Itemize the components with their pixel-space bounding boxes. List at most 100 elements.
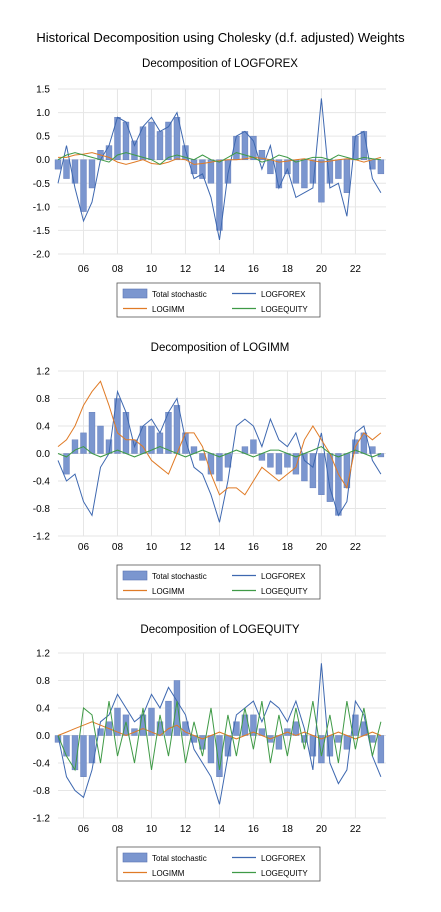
x-tick-label: 16 (248, 542, 260, 553)
panel-title: Decomposition of LOGFOREX (142, 58, 298, 70)
y-tick-label: 1.0 (36, 108, 50, 119)
x-tick-label: 14 (214, 542, 226, 553)
x-tick-label: 08 (112, 264, 124, 275)
bar-total-stochastic (292, 159, 300, 184)
legend-label-total-stochastic: Total stochastic (152, 854, 207, 863)
y-tick-label: -0.8 (33, 504, 51, 515)
y-tick-label: -0.4 (33, 477, 51, 488)
bar-total-stochastic (199, 159, 206, 179)
line-logimm (58, 152, 382, 165)
bar-total-stochastic (377, 159, 385, 175)
line-logforex (57, 389, 382, 523)
legend-label-logimm: LOGIMM (152, 869, 185, 878)
x-tick-label: 22 (350, 542, 362, 553)
bar-total-stochastic (309, 453, 317, 489)
bar-total-stochastic (216, 735, 223, 777)
chart-logimm: Decomposition of LOGIMM 1.2 0.8 0.4 0.0 -0.4 -… (33, 342, 386, 600)
line-logimm (57, 721, 382, 740)
y-tick-label: 0.8 (36, 394, 50, 405)
x-tick-label: 20 (316, 542, 328, 553)
bar-total-stochastic (343, 735, 351, 750)
x-tick-label: 06 (78, 824, 90, 835)
legend-label-logequity: LOGEQUITY (261, 305, 308, 314)
legend-frame (116, 564, 321, 600)
bar-total-stochastic (250, 714, 257, 736)
bar-total-stochastic (233, 135, 240, 160)
bar-total-stochastic (173, 117, 181, 160)
bar-total-stochastic (207, 735, 215, 764)
x-tick-label: 18 (282, 264, 294, 275)
x-tick-label: 22 (350, 264, 362, 275)
chart-logforex: Decomposition of LOGFOREX 1.5 1.0 0.5 0.0 -0.… (33, 58, 386, 318)
bar-total-stochastic (377, 735, 385, 764)
bar-total-stochastic (275, 735, 283, 750)
bar-total-stochastic (258, 150, 266, 160)
bar-total-stochastic (301, 159, 308, 189)
bar-total-stochastic (63, 735, 70, 757)
y-tick-label: 1.5 (36, 85, 50, 96)
legend-label-logforex: LOGFOREX (261, 854, 306, 863)
bar-total-stochastic (318, 453, 325, 495)
bar-total-stochastic (71, 439, 79, 454)
bar-total-stochastic (207, 159, 215, 184)
bar-total-stochastic (165, 700, 172, 736)
bar-total-stochastic (88, 735, 96, 764)
y-tick-label: 1.2 (36, 367, 50, 378)
line-logequity (57, 152, 381, 166)
bar-total-stochastic (88, 412, 96, 454)
chart-logequity: Decomposition of LOGEQUITY 1.2 0.8 0.4 0.0 -0… (33, 624, 386, 882)
bar-total-stochastic (369, 735, 376, 743)
legend: Total stochastic LOGFOREX LOGIMM LOGEQUITY (116, 282, 321, 318)
bar-total-stochastic (284, 159, 291, 175)
bar-total-stochastic (284, 453, 291, 468)
x-tick-label: 18 (282, 824, 294, 835)
bar-total-stochastic (122, 412, 130, 454)
bar-total-stochastic (207, 453, 215, 475)
bar-total-stochastic (156, 432, 164, 454)
bar-total-stochastic (131, 140, 138, 160)
x-tick-label: 08 (112, 542, 124, 553)
line-logequity (57, 701, 382, 772)
panel-title: Decomposition of LOGIMM (151, 342, 290, 354)
bar-total-stochastic (318, 159, 325, 203)
y-tick-label: -0.5 (33, 179, 51, 190)
bar-total-stochastic (335, 453, 342, 516)
line-logforex (57, 98, 382, 240)
x-tick-label: 16 (248, 264, 260, 275)
bar-total-stochastic (97, 425, 104, 454)
legend: Total stochastic LOGFOREX LOGIMM LOGEQUITY (116, 846, 321, 882)
figure-title: Historical Decomposition using Cholesky … (36, 30, 405, 45)
y-tick-label: 1.2 (36, 649, 50, 660)
bar-total-stochastic (182, 432, 189, 454)
bar-total-stochastic (114, 398, 121, 454)
bar-total-stochastic (318, 735, 325, 764)
y-tick-label: 0.0 (36, 731, 50, 742)
bar-total-stochastic (80, 159, 87, 212)
bar-total-stochastic (173, 680, 181, 736)
legend-label-logforex: LOGFOREX (261, 290, 306, 299)
bar-total-stochastic (80, 432, 87, 454)
bar-total-stochastic (165, 121, 172, 160)
bar-total-stochastic (88, 159, 96, 189)
y-tick-label: 0.4 (36, 422, 50, 433)
x-tick-label: 10 (146, 824, 158, 835)
bar-total-stochastic (335, 735, 342, 743)
legend-label-logforex: LOGFOREX (261, 572, 306, 581)
bar-total-stochastic (267, 159, 274, 175)
legend-label-logimm: LOGIMM (152, 305, 185, 314)
x-tick-label: 06 (78, 542, 90, 553)
y-tick-label: -0.8 (33, 786, 51, 797)
x-tick-label: 10 (146, 542, 158, 553)
bar-total-stochastic (250, 135, 257, 160)
line-logimm (57, 380, 382, 496)
legend: Total stochastic LOGFOREX LOGIMM LOGEQUITY (116, 564, 321, 600)
bar-total-stochastic (156, 131, 164, 160)
y-tick-label: -2.0 (33, 250, 51, 261)
bar-total-stochastic (292, 721, 300, 736)
legend-label-total-stochastic: Total stochastic (152, 572, 207, 581)
bar-total-stochastic (148, 121, 155, 160)
bar-total-stochastic (173, 405, 181, 454)
bar-total-stochastic (216, 159, 223, 231)
bar-total-stochastic (63, 159, 70, 179)
y-tick-label: -1.2 (33, 532, 51, 543)
